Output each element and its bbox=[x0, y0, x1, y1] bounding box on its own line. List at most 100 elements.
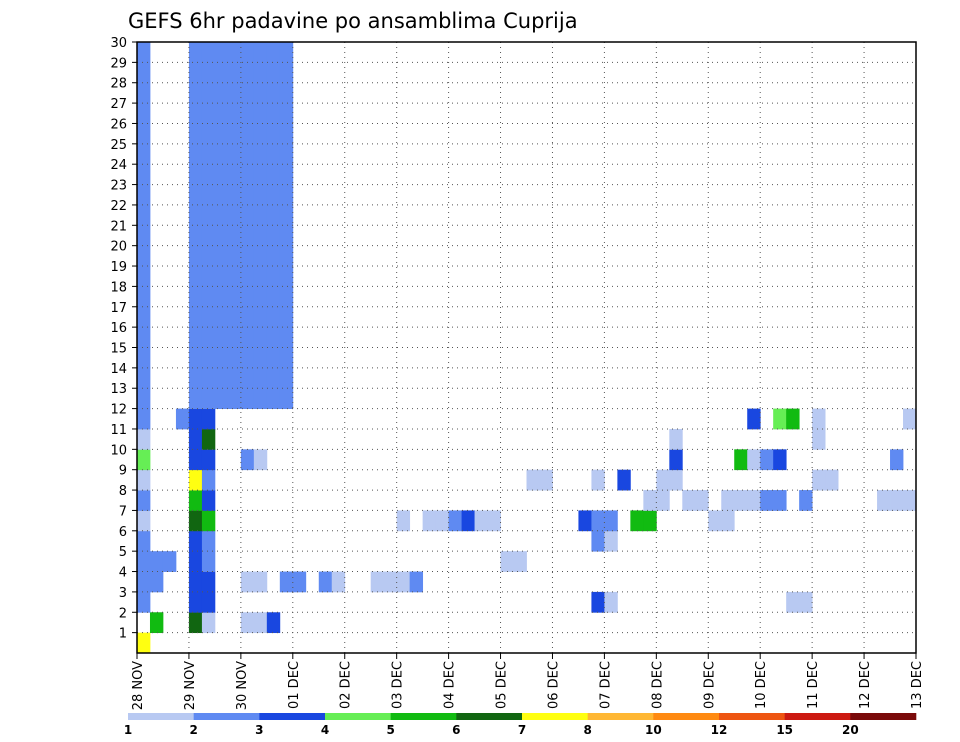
heatmap-cell bbox=[201, 408, 216, 430]
x-tick-label: 11 DEC bbox=[806, 661, 821, 709]
heatmap-cell bbox=[137, 327, 151, 348]
colorbar-tick-label: 20 bbox=[842, 723, 859, 737]
heatmap-cell bbox=[227, 388, 242, 409]
heatmap-cell bbox=[734, 449, 748, 471]
heatmap-cell bbox=[188, 286, 203, 308]
heatmap-cell bbox=[240, 82, 255, 104]
heatmap-cell bbox=[188, 266, 203, 287]
heatmap-cell bbox=[279, 286, 294, 308]
heatmap-cell bbox=[214, 266, 229, 287]
heatmap-cell bbox=[188, 469, 203, 491]
heatmap-cell bbox=[604, 530, 618, 552]
heatmap-cell bbox=[214, 184, 229, 206]
x-tick-label: 29 NOV bbox=[183, 661, 198, 710]
heatmap-cell bbox=[266, 164, 281, 185]
heatmap-cell bbox=[526, 469, 540, 491]
heatmap-cell bbox=[825, 469, 839, 491]
heatmap-cell bbox=[422, 510, 437, 532]
heatmap-cell bbox=[175, 408, 190, 430]
heatmap-cell bbox=[137, 367, 151, 389]
heatmap-cell bbox=[214, 103, 229, 124]
heatmap-cell bbox=[240, 449, 255, 471]
heatmap-cell bbox=[201, 510, 216, 532]
y-tick-label: 26 bbox=[110, 117, 127, 132]
heatmap-cell bbox=[253, 612, 268, 634]
heatmap-cell bbox=[747, 490, 761, 511]
y-tick-label: 12 bbox=[110, 403, 127, 418]
heatmap-cell bbox=[188, 612, 203, 634]
colorbar-swatch bbox=[325, 713, 391, 720]
heatmap-cell bbox=[734, 490, 748, 511]
heatmap-cell bbox=[669, 469, 683, 491]
heatmap-cell bbox=[708, 510, 722, 532]
heatmap-cell bbox=[786, 408, 800, 430]
y-tick-label: 20 bbox=[110, 240, 127, 255]
heatmap-cell bbox=[188, 225, 203, 247]
heatmap-cell bbox=[279, 184, 294, 206]
heatmap-cell bbox=[591, 530, 605, 552]
y-tick-label: 25 bbox=[110, 138, 127, 153]
x-tick-label: 09 DEC bbox=[702, 661, 717, 709]
y-tick-label: 16 bbox=[110, 321, 127, 336]
heatmap-cell bbox=[214, 286, 229, 308]
heatmap-cell bbox=[656, 490, 670, 511]
heatmap-cell bbox=[137, 103, 151, 124]
heatmap-cell bbox=[227, 245, 242, 267]
heatmap-cell bbox=[227, 327, 242, 348]
heatmap-cell bbox=[201, 571, 216, 593]
colorbar-tick-label: 8 bbox=[583, 723, 591, 737]
heatmap-cell bbox=[201, 551, 216, 572]
heatmap-cell bbox=[137, 530, 151, 552]
y-axis-ticks: 1234567891011121314151617181920212223242… bbox=[110, 36, 137, 642]
heatmap-cell bbox=[591, 591, 605, 613]
heatmap-cell bbox=[396, 510, 411, 532]
heatmap-cell bbox=[201, 245, 216, 267]
heatmap-cell bbox=[214, 388, 229, 409]
heatmap-cell bbox=[188, 103, 203, 124]
heatmap-cell bbox=[149, 612, 164, 634]
heatmap-cell bbox=[214, 62, 229, 84]
heatmap-cell bbox=[137, 490, 151, 511]
colorbar-tick-label: 6 bbox=[452, 723, 460, 737]
y-tick-label: 3 bbox=[119, 586, 127, 601]
heatmap-cell bbox=[201, 530, 216, 552]
heatmap-cell bbox=[137, 245, 151, 267]
heatmap-cell bbox=[279, 204, 294, 226]
heatmap-cell bbox=[188, 62, 203, 84]
heatmap-cell bbox=[137, 204, 151, 226]
heatmap-cell bbox=[253, 388, 268, 409]
y-tick-label: 10 bbox=[110, 443, 127, 458]
colorbar-swatch bbox=[390, 713, 457, 720]
colorbar-swatch bbox=[653, 713, 720, 720]
heatmap-cell bbox=[188, 327, 203, 348]
x-tick-label: 07 DEC bbox=[598, 661, 613, 709]
heatmap-cell bbox=[643, 510, 657, 532]
heatmap-cell bbox=[137, 449, 151, 471]
heatmap-cell bbox=[240, 327, 255, 348]
heatmap-cell bbox=[201, 612, 216, 634]
heatmap-cell bbox=[461, 510, 475, 532]
heatmap-cell bbox=[137, 306, 151, 328]
heatmap-cell bbox=[812, 408, 826, 430]
heatmap-cell bbox=[188, 367, 203, 389]
heatmap-cell bbox=[266, 62, 281, 84]
heatmap-cell bbox=[786, 591, 800, 613]
heatmap-cell bbox=[370, 571, 385, 593]
heatmap-cell bbox=[279, 327, 294, 348]
heatmap-cell bbox=[773, 490, 787, 511]
heatmap-cell bbox=[669, 428, 683, 450]
x-axis-ticks: 28 NOV 29 NOV 30 NOV 01 DEC 02 DEC 03 DEC 04 D… bbox=[131, 653, 925, 710]
colorbar-swatch bbox=[719, 713, 785, 720]
colorbar-tick-label: 3 bbox=[255, 723, 263, 737]
heatmap-cell bbox=[266, 225, 281, 247]
heatmap-cell bbox=[137, 184, 151, 206]
heatmap-cell bbox=[201, 449, 216, 471]
heatmap-cell bbox=[253, 184, 268, 206]
x-tick-label: 06 DEC bbox=[546, 661, 561, 709]
grid-lines bbox=[137, 42, 916, 653]
heatmap-cell bbox=[201, 123, 216, 145]
heatmap-cell bbox=[279, 225, 294, 247]
heatmap-cell bbox=[240, 225, 255, 247]
y-tick-label: 19 bbox=[110, 260, 127, 275]
